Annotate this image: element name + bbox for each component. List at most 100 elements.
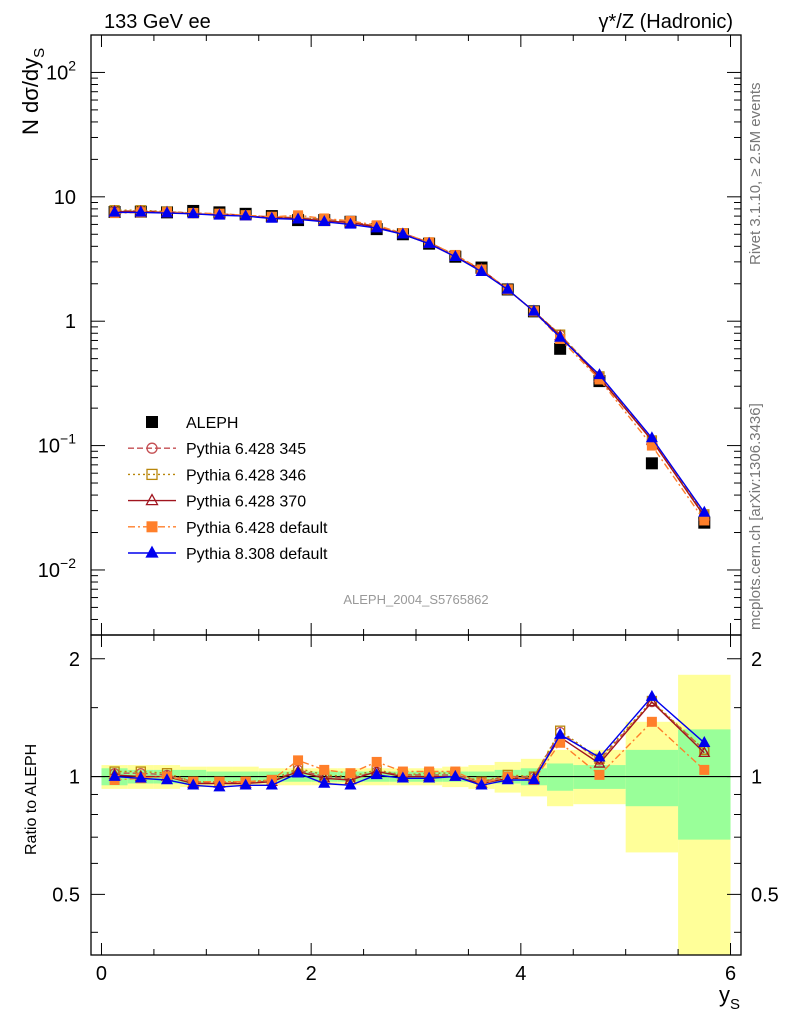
ratio-point: [344, 778, 357, 790]
analysis-id: ALEPH_2004_S5765862: [343, 592, 488, 607]
data-point: [370, 221, 383, 233]
ratio-point: [646, 716, 657, 727]
ratio-point: [449, 769, 462, 781]
ratio-point: [527, 773, 540, 785]
ratio-point: [108, 769, 121, 781]
y-tick-label: 1: [65, 311, 76, 333]
ratio-point: [160, 773, 174, 785]
ratio-point: [645, 695, 658, 707]
legend-label: Pythia 6.428 370: [186, 494, 306, 511]
data-point: [501, 282, 514, 294]
data-point: [134, 205, 147, 217]
ratio-point: [345, 768, 356, 779]
data-point: [423, 236, 436, 248]
ratio-y-tick-label: 1: [69, 767, 80, 789]
data-point: [213, 208, 226, 220]
ratio-point: [239, 778, 252, 790]
data-point: [449, 249, 462, 261]
ratio-point: [293, 755, 304, 766]
x-tick-label: 0: [96, 963, 107, 985]
xlabel-text: y: [719, 982, 730, 1007]
ratio-y-tick-label-right: 2: [751, 649, 762, 671]
ratio-point: [213, 780, 226, 792]
legend-label: Pythia 6.428 346: [186, 467, 306, 484]
legend-marker: [145, 545, 159, 558]
header-right-title: γ*/Z (Hadronic): [599, 11, 733, 33]
ratio-series-line: [114, 701, 705, 785]
ratio-point: [265, 778, 278, 790]
data-point: [698, 505, 711, 517]
legend-marker: [146, 442, 158, 454]
legend: ALEPH Pythia 6.428 345 Pythia 6.428 346 Pyt…: [128, 415, 328, 563]
main-plot-area: [108, 204, 711, 529]
ratio-point: [187, 778, 200, 790]
data-point: [318, 215, 331, 227]
data-point: [593, 368, 606, 380]
data-point: [475, 264, 488, 276]
data-point: [527, 304, 540, 316]
legend-label: Pythia 6.428 default: [186, 520, 328, 537]
data-point: [554, 342, 567, 355]
ratio-point: [292, 766, 305, 778]
y-tick-label: 10−2: [38, 555, 76, 582]
ratio-point: [594, 769, 605, 780]
ratio-point: [319, 764, 330, 775]
ratio-point: [475, 778, 488, 790]
ratio-point: [371, 756, 382, 767]
xlabel-sub: S: [730, 996, 740, 1013]
xlabel: yS: [719, 982, 740, 1013]
mcplots-credit-text: mcplots.cern.ch [arXiv:1306.3436]: [747, 403, 764, 630]
main-ylabel-text: N dσ/dy: [18, 58, 43, 135]
legend-label: ALEPH: [186, 415, 238, 432]
ratio-point: [554, 727, 567, 739]
ratio-point: [396, 771, 409, 783]
data-point: [645, 431, 658, 443]
data-point: [699, 515, 710, 526]
stat-uncertainty-band: [625, 749, 679, 807]
ratio-point: [423, 771, 436, 783]
legend-marker: [146, 468, 158, 481]
data-point: [344, 217, 357, 229]
ratio-point: [698, 746, 711, 758]
y-tick-label: 10: [54, 187, 76, 209]
data-point: [645, 457, 658, 470]
ratio-point: [699, 764, 710, 775]
legend-marker: [145, 493, 159, 506]
ratio-y-tick-label-right: 1: [751, 767, 762, 789]
data-point: [265, 211, 278, 223]
rivet-version-text: Rivet 3.1.10, ≥ 2.5M events: [747, 83, 764, 266]
data-point: [160, 206, 174, 218]
y-tick-label: 10−1: [38, 431, 76, 458]
data-point: [292, 212, 305, 224]
legend-marker: [146, 521, 158, 533]
legend-marker: [146, 416, 158, 428]
data-point: [554, 330, 567, 342]
ratio-point: [318, 776, 331, 788]
ratio-y-tick-label-right: 0.5: [751, 884, 779, 906]
ratio-ylabel: Ratio to ALEPH: [23, 744, 40, 855]
ratio-point: [593, 756, 606, 768]
ratio-uncertainty-bands: [101, 674, 731, 955]
ratio-point: [370, 768, 383, 780]
legend-label: Pythia 8.308 default: [186, 546, 328, 563]
x-tick-label: 6: [725, 963, 736, 985]
data-point: [108, 205, 121, 217]
main-ylabel-sub: S: [31, 48, 48, 58]
x-tick-label: 4: [515, 963, 526, 985]
legend-label: Pythia 6.428 345: [186, 441, 306, 458]
main-ylabel: N dσ/dyS: [18, 48, 48, 135]
axes: 0 2 4 6 10−2 10−1 1 10 102 0.5 0.5 1 1 2 2: [38, 34, 779, 985]
ratio-point: [134, 771, 147, 783]
ratio-plot-area: [91, 689, 741, 792]
x-tick-label: 2: [306, 963, 317, 985]
ratio-y-tick-label: 2: [69, 649, 80, 671]
main-frame: [90, 34, 742, 636]
ratio-point: [501, 773, 514, 785]
ratio-point: [645, 689, 658, 701]
data-point: [239, 209, 252, 221]
data-point: [187, 207, 200, 219]
header-left-title: 133 GeV ee: [104, 11, 211, 33]
ratio-point: [593, 750, 606, 762]
ratio-point: [698, 736, 711, 748]
